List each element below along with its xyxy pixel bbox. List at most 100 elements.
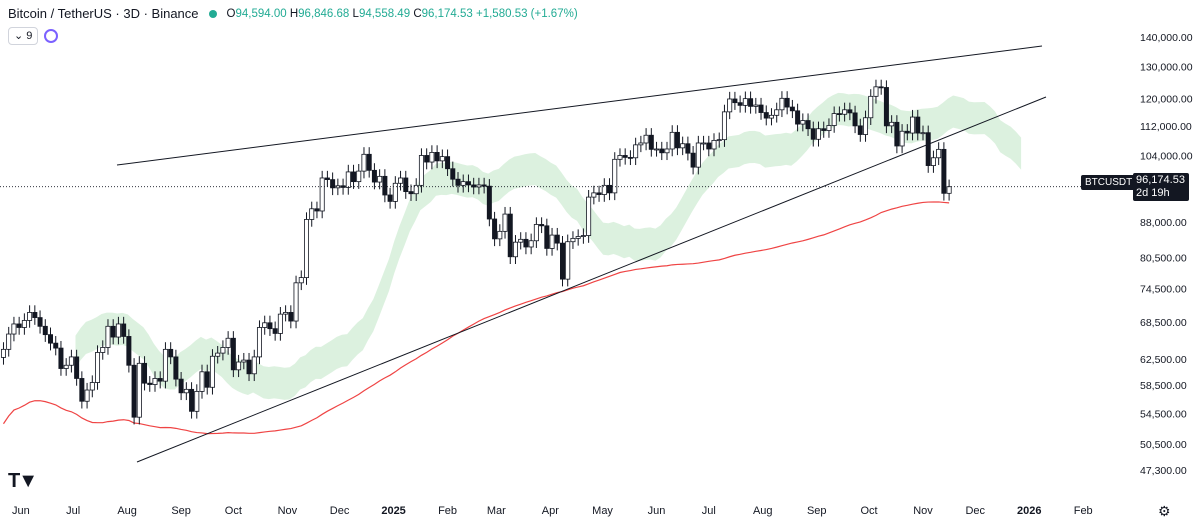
candle xyxy=(894,115,900,154)
candle-body-down xyxy=(883,87,889,127)
candle-body-up xyxy=(68,356,74,366)
candle-body-up xyxy=(669,131,675,150)
candle-body-down xyxy=(53,342,59,349)
candle-body-up xyxy=(209,355,215,388)
candle xyxy=(706,135,712,157)
candle-body-up xyxy=(283,312,289,315)
price-tick-label: 47,300.00 xyxy=(1140,465,1187,477)
refresh-icon[interactable] xyxy=(44,29,59,43)
ohlc-readout: O94,594.00 H96,846.68 L94,558.49 C96,174… xyxy=(227,8,578,20)
open-label: O xyxy=(226,7,236,20)
collapse-indicators-button[interactable]: ⌄ 9 xyxy=(8,27,39,45)
candle xyxy=(183,382,189,401)
settings-gear-icon[interactable]: ⚙ xyxy=(1158,503,1171,519)
candle xyxy=(199,364,205,399)
candle xyxy=(878,79,884,95)
candle xyxy=(748,91,754,114)
candle-body-down xyxy=(324,177,330,180)
candle-body-down xyxy=(272,328,278,334)
candle xyxy=(669,125,675,157)
candle-body-up xyxy=(930,157,936,166)
candle xyxy=(539,217,545,234)
candle xyxy=(633,137,639,166)
candle-body-up xyxy=(873,86,879,97)
candle xyxy=(904,124,910,141)
candle xyxy=(810,121,816,147)
candle-body-down xyxy=(445,156,451,170)
candle xyxy=(836,106,842,122)
candle-body-down xyxy=(403,177,409,193)
candle-body-down xyxy=(79,378,85,402)
candle-body-up xyxy=(565,241,571,280)
candle-body-down xyxy=(131,364,137,418)
candle-body-down xyxy=(204,371,210,388)
symbol-title[interactable]: Bitcoin / TetherUS · 3D · Binance xyxy=(8,6,199,21)
trendlines xyxy=(116,45,1047,463)
time-tick-label: Jun xyxy=(648,505,666,517)
candle xyxy=(622,148,628,165)
candle xyxy=(465,174,471,193)
candle xyxy=(486,179,492,227)
price-axis[interactable]: 47,300.00 50,500.00 54,500.00 58,500.00 62,5… xyxy=(1140,32,1193,477)
candle-body-up xyxy=(721,111,727,141)
candle-body-up xyxy=(345,171,351,188)
candle xyxy=(147,376,153,392)
candle xyxy=(476,177,482,195)
time-tick-label: 2026 xyxy=(1017,505,1041,517)
candle xyxy=(178,372,184,401)
candle xyxy=(586,189,592,243)
candle xyxy=(74,349,80,386)
candle xyxy=(142,356,148,391)
candle xyxy=(309,201,315,227)
candle xyxy=(189,382,195,419)
high-value: 96,846.68 xyxy=(298,7,350,20)
candle xyxy=(533,217,539,249)
candle xyxy=(32,305,38,325)
price-tick-label: 130,000.00 xyxy=(1140,61,1193,73)
candle-body-down xyxy=(157,378,163,382)
candle-body-up xyxy=(392,182,398,202)
candle xyxy=(481,177,487,194)
candle-body-up xyxy=(742,98,748,106)
candle xyxy=(659,141,665,161)
candle xyxy=(800,113,806,132)
tradingview-logo[interactable]: T▼ xyxy=(8,470,38,492)
candle-countdown: 2d 19h xyxy=(1136,187,1170,199)
candle xyxy=(497,224,503,247)
candle xyxy=(168,342,174,365)
candle xyxy=(763,105,769,126)
candle-body-up xyxy=(225,337,231,348)
ma-path xyxy=(2,201,950,435)
candle xyxy=(162,342,168,389)
last-price-tag: 96,174.53 2d 19h xyxy=(1133,173,1189,201)
candle xyxy=(575,229,581,246)
price-tick-label: 120,000.00 xyxy=(1140,93,1193,105)
time-axis[interactable]: Jun Jul Aug Sep Oct Nov Dec 2025 Feb Mar Apr May Jun… xyxy=(12,505,1093,517)
candle-body-down xyxy=(424,155,430,163)
candle-body-up xyxy=(162,348,168,382)
candle-body-up xyxy=(89,382,95,391)
candle-body-up xyxy=(21,320,27,328)
candle xyxy=(361,147,367,179)
candle-body-up xyxy=(84,389,90,402)
high-label: H xyxy=(289,7,299,20)
candle-body-up xyxy=(27,312,33,321)
candle xyxy=(518,232,524,250)
candle-body-up xyxy=(946,186,952,194)
candle xyxy=(58,340,64,376)
last-price-value: 96,174.53 xyxy=(1136,174,1185,186)
price-tick-label: 50,500.00 xyxy=(1140,439,1187,451)
candle xyxy=(643,128,649,151)
candle-body-up xyxy=(711,139,717,150)
time-tick-label: Nov xyxy=(913,505,933,517)
time-tick-label: Dec xyxy=(965,505,985,517)
candle xyxy=(126,329,132,373)
candle-body-up xyxy=(586,196,592,236)
candle xyxy=(753,97,759,114)
candle xyxy=(789,99,795,119)
candle xyxy=(512,235,518,265)
candle-body-down xyxy=(810,128,816,140)
time-tick-label: Mar xyxy=(487,505,506,517)
candle xyxy=(612,152,618,201)
